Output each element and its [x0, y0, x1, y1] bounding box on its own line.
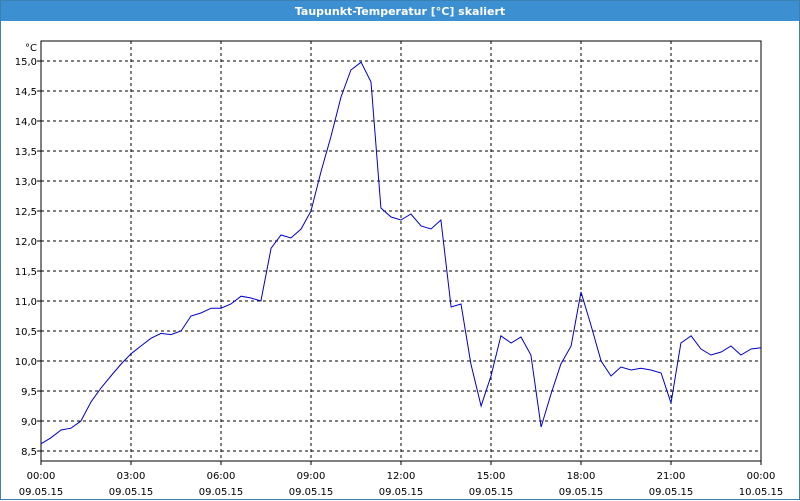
x-tick-date-label: 09.05.15: [289, 487, 334, 498]
y-tick-label: 10,0: [15, 357, 37, 368]
y-tick-label: 13,0: [15, 177, 37, 188]
x-tick-time-label: 18:00: [567, 471, 596, 482]
dewpoint-series-line: [40, 61, 762, 445]
x-tick-date-label: 09.05.15: [199, 487, 244, 498]
y-tick-label: 9,0: [21, 417, 37, 428]
x-tick-time-label: 00:00: [27, 471, 56, 482]
x-tick-date-label: 09.05.15: [109, 487, 154, 498]
x-tick-date-label: 09.05.15: [559, 487, 604, 498]
y-tick-label: 12,0: [15, 237, 37, 248]
y-tick-label: 14,5: [15, 87, 37, 98]
chart-grid: [41, 41, 761, 461]
y-tick-label: 11,5: [15, 267, 37, 278]
x-tick-date-label: 09.05.15: [19, 487, 64, 498]
x-tick-time-label: 00:00: [747, 471, 776, 482]
x-tick-time-label: 09:00: [297, 471, 326, 482]
y-tick-label: 11,0: [15, 297, 37, 308]
x-tick-date-label: 09.05.15: [379, 487, 424, 498]
y-tick-label: 13,5: [15, 147, 37, 158]
y-tick-label: 8,5: [21, 447, 37, 458]
y-tick-label: 15,0: [15, 57, 37, 68]
y-axis-unit-label: °C: [25, 43, 37, 54]
y-tick-label: 9,5: [21, 387, 37, 398]
x-tick-time-label: 06:00: [207, 471, 236, 482]
y-tick-label: 14,0: [15, 117, 37, 128]
y-tick-label: 12,5: [15, 207, 37, 218]
y-axis-ticks: 8,5 9,0 9,5 10,0 10,5 11,0 11,5 12,0 12,5 13,0 13,…: [15, 57, 41, 458]
x-tick-time-label: 12:00: [387, 471, 416, 482]
x-tick-time-label: 03:00: [117, 471, 146, 482]
x-axis-ticks: 00:00 09.05.15 03:00 09.05.15 06:00 09.05.15 0…: [19, 461, 784, 498]
window-title: Taupunkt-Temperatur [°C] skaliert: [1, 1, 799, 21]
y-tick-label: 10,5: [15, 327, 37, 338]
x-tick-date-label: 09.05.15: [469, 487, 514, 498]
x-tick-time-label: 15:00: [477, 471, 506, 482]
x-tick-date-label: 09.05.15: [649, 487, 694, 498]
x-tick-date-label: 10.05.15: [739, 487, 784, 498]
x-tick-time-label: 21:00: [657, 471, 686, 482]
